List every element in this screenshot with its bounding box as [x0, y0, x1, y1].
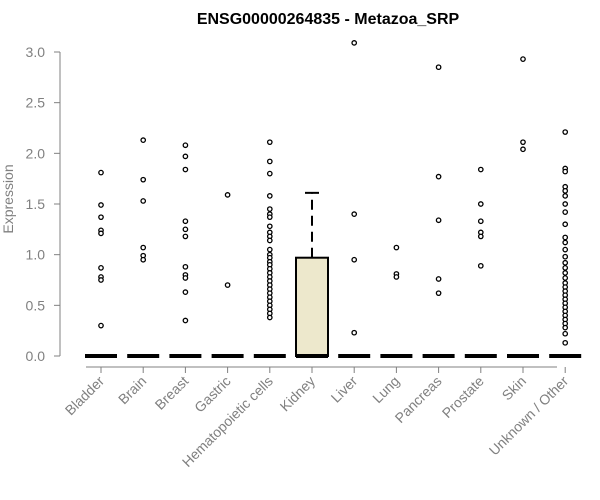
outlier-point	[435, 64, 442, 71]
outlier-point	[562, 253, 569, 260]
outlier-point	[182, 275, 189, 281]
outlier-point	[98, 230, 104, 237]
y-tick-label: 1.0	[26, 247, 46, 263]
y-tick-label: 3.0	[26, 44, 46, 60]
outlier-point	[351, 211, 358, 217]
outlier-point	[477, 262, 484, 269]
outlier-point	[562, 259, 569, 266]
outlier-point	[562, 221, 569, 228]
outlier-point	[182, 226, 189, 233]
outlier-point	[435, 217, 442, 224]
outlier-point	[182, 317, 189, 324]
outlier-point	[140, 256, 147, 263]
outlier-point	[393, 274, 400, 280]
outlier-point	[266, 314, 273, 321]
outlier-point	[562, 239, 569, 246]
outlier-point	[266, 193, 273, 199]
outlier-point	[520, 56, 526, 62]
category-label: Lung	[369, 373, 402, 406]
outlier-point	[182, 233, 189, 240]
outlier-point	[562, 275, 569, 281]
outlier-point	[266, 206, 273, 212]
outlier-point	[435, 276, 442, 282]
y-tick-group: 0.0 0.5 1.0 1.5 2.0 2.5 3.0	[26, 44, 60, 364]
outlier-point	[182, 142, 189, 149]
category-label: Brain	[115, 373, 149, 407]
category-label: Bladder	[62, 373, 108, 419]
outlier-point	[182, 166, 189, 173]
box-body	[295, 256, 329, 357]
outlier-point	[224, 282, 231, 288]
outlier-point	[98, 169, 104, 176]
outlier-point	[98, 322, 104, 329]
y-tick-label: 2.0	[26, 145, 46, 161]
outlier-point	[477, 201, 484, 207]
category-label: Prostate	[439, 373, 487, 421]
outlier-point	[140, 198, 147, 204]
outlier-point	[266, 139, 273, 146]
category-label: Pancreas	[392, 373, 445, 426]
outlier-point	[562, 339, 569, 346]
box-group	[85, 191, 582, 358]
outlier-point	[98, 264, 104, 271]
outlier-point	[182, 218, 189, 225]
outlier-point	[266, 214, 273, 221]
outlier-point	[266, 170, 273, 177]
outlier-point	[182, 153, 189, 160]
outlier-point	[562, 234, 569, 241]
outlier-point	[562, 201, 569, 207]
chart-title: ENSG00000264835 - Metazoa_SRP	[197, 11, 460, 28]
outlier-point	[351, 256, 358, 263]
outlier-point	[562, 270, 569, 276]
outlier-point	[435, 290, 442, 297]
outlier-point	[224, 192, 231, 198]
outlier-point	[520, 139, 526, 146]
outlier-point	[266, 237, 273, 244]
outlier-point	[266, 246, 273, 253]
box-kidney	[295, 191, 329, 358]
outlier-point	[98, 277, 104, 283]
outlier-point	[266, 158, 273, 165]
outlier-point	[562, 330, 569, 337]
outlier-point	[351, 329, 358, 336]
outlier-point	[140, 176, 147, 183]
outlier-point	[562, 193, 569, 199]
y-axis: 0.0 0.5 1.0 1.5 2.0 2.5 3.0 Expression	[0, 44, 61, 364]
outlier-point	[562, 187, 569, 194]
outlier-group	[98, 40, 569, 346]
outlier-point	[182, 289, 189, 296]
outlier-point	[477, 218, 484, 225]
outlier-point	[477, 233, 484, 240]
y-tick-label: 1.5	[26, 196, 46, 212]
category-label: Liver	[328, 373, 361, 406]
outlier-point	[562, 324, 569, 331]
outlier-point	[562, 168, 569, 175]
outlier-point	[520, 146, 526, 153]
category-label: Breast	[152, 373, 192, 413]
outlier-point	[562, 129, 569, 135]
outlier-point	[140, 244, 147, 251]
outlier-point	[562, 209, 569, 215]
outlier-point	[393, 244, 400, 251]
category-label: Skin	[499, 373, 530, 404]
outlier-point	[562, 264, 569, 271]
outlier-point	[182, 263, 189, 270]
category-label: Kidney	[277, 373, 319, 415]
outlier-point	[562, 246, 569, 253]
outlier-point	[98, 202, 104, 208]
category-label: Unknown / Other	[486, 373, 572, 459]
outlier-point	[266, 223, 273, 230]
outlier-point	[435, 173, 442, 180]
y-axis-title: Expression	[0, 164, 16, 233]
outlier-point	[351, 40, 358, 46]
y-tick-label: 2.5	[26, 95, 46, 111]
outlier-point	[140, 137, 147, 144]
outlier-point	[98, 214, 104, 221]
y-tick-label: 0.0	[26, 348, 46, 364]
y-tick-label: 0.5	[26, 297, 46, 313]
outlier-point	[477, 166, 484, 173]
